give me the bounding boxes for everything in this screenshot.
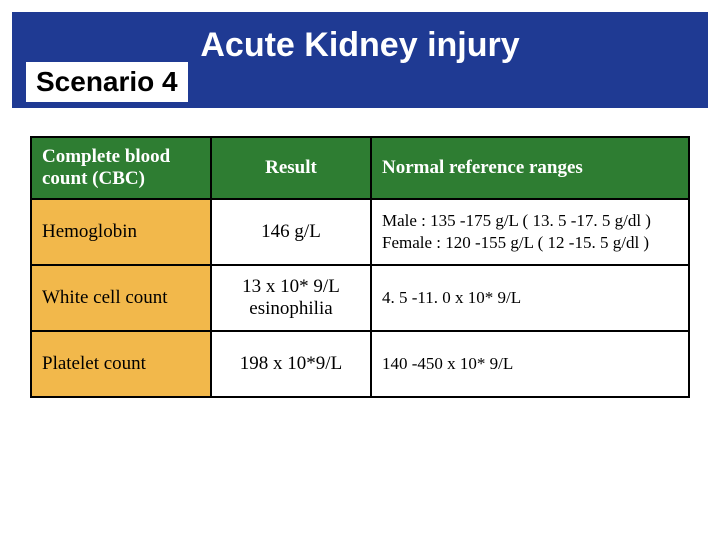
main-title: Acute Kidney injury (12, 26, 708, 65)
header-band: Acute Kidney injury Scenario 4 (12, 12, 708, 108)
row-result: 198 x 10*9/L (211, 331, 371, 397)
cbc-table-container: Complete blood count (CBC) Result Normal… (30, 136, 690, 398)
table-row: White cell count 13 x 10* 9/Lesinophilia… (31, 265, 689, 331)
row-result: 146 g/L (211, 199, 371, 265)
table-header-row: Complete blood count (CBC) Result Normal… (31, 137, 689, 199)
col-header-label: Complete blood count (CBC) (31, 137, 211, 199)
table-row: Platelet count 198 x 10*9/L 140 -450 x 1… (31, 331, 689, 397)
row-ref: 4. 5 -11. 0 x 10* 9/L (371, 265, 689, 331)
col-header-ref: Normal reference ranges (371, 137, 689, 199)
row-result: 13 x 10* 9/Lesinophilia (211, 265, 371, 331)
table-row: Hemoglobin 146 g/L Male : 135 -175 g/L (… (31, 199, 689, 265)
row-ref: 140 -450 x 10* 9/L (371, 331, 689, 397)
cbc-table: Complete blood count (CBC) Result Normal… (30, 136, 690, 398)
scenario-label: Scenario 4 (26, 62, 188, 102)
col-header-result: Result (211, 137, 371, 199)
row-label: White cell count (31, 265, 211, 331)
row-label: Platelet count (31, 331, 211, 397)
row-label: Hemoglobin (31, 199, 211, 265)
row-ref: Male : 135 -175 g/L ( 13. 5 -17. 5 g/dl … (371, 199, 689, 265)
